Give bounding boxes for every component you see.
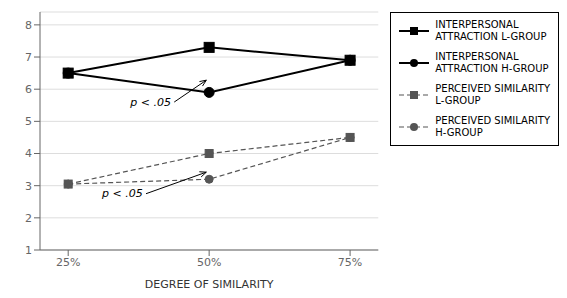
svg-text:6: 6 bbox=[25, 83, 32, 96]
svg-text:7: 7 bbox=[25, 51, 32, 64]
html-text:INTERPERSONAL: INTERPERSONAL bbox=[435, 19, 519, 30]
html-text:INTERPERSONAL: INTERPERSONAL bbox=[435, 51, 519, 62]
svg-text:4: 4 bbox=[25, 147, 32, 160]
svg-text:3: 3 bbox=[25, 180, 32, 193]
html-text:PERCEIVED SIMILARITY: PERCEIVED SIMILARITY bbox=[435, 83, 550, 94]
svg-text:2: 2 bbox=[25, 212, 32, 225]
svg-text:DEGREE OF SIMILARITY: DEGREE OF SIMILARITY bbox=[145, 278, 274, 291]
html-text:ATTRACTION L-GROUP: ATTRACTION L-GROUP bbox=[435, 31, 547, 42]
svg-text:50%: 50% bbox=[197, 256, 221, 269]
svg-text:p < .05: p < .05 bbox=[129, 96, 171, 109]
html-text:ATTRACTION H-GROUP: ATTRACTION H-GROUP bbox=[435, 63, 549, 74]
svg-text:25%: 25% bbox=[56, 256, 80, 269]
html-text:L-GROUP: L-GROUP bbox=[435, 95, 481, 106]
html-text:PERCEIVED SIMILARITY: PERCEIVED SIMILARITY bbox=[435, 115, 550, 126]
svg-text:p < .05: p < .05 bbox=[101, 187, 143, 200]
svg-text:1: 1 bbox=[25, 244, 32, 257]
svg-text:75%: 75% bbox=[338, 256, 362, 269]
svg-text:5: 5 bbox=[25, 115, 32, 128]
html-text:H-GROUP: H-GROUP bbox=[435, 127, 483, 138]
svg-text:8: 8 bbox=[25, 19, 32, 32]
